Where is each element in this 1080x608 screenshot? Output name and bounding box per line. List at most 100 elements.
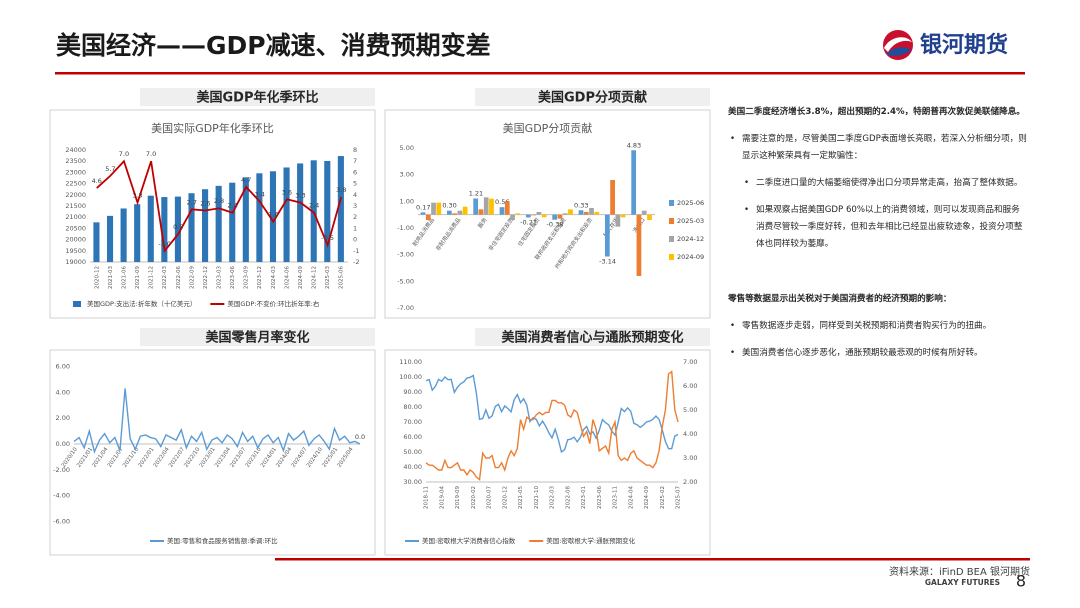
y2-tick-label: 4 [353,191,357,199]
x-tick-label: 2020-07 [487,486,493,509]
data-label: -0.38 [547,221,564,229]
x-tick-label: 2022-06 [176,266,182,289]
y-tick-label: 80.00 [403,403,422,411]
y-tick-label: 23500 [65,157,86,165]
chart-title: 美国实际GDP年化季环比 [151,121,274,135]
x-tick-label: 2023-01 [581,486,587,509]
bullet: 美国消费者信心逐步恶化，通胀预期较最悲观的时候有所好转。 [728,345,1028,362]
bullet: 零售数据逐步走弱，同样受到关税预期和消费者购买行为的扭曲。 [728,318,1028,335]
bar [489,198,494,215]
chart-frame [49,109,376,319]
y-tick-label: 23000 [65,168,86,176]
data-line [73,388,361,454]
x-tick-label: 2025-03 [325,266,331,289]
data-label: -1.0 [158,240,171,248]
data-label: 3.3 [295,192,305,200]
bar [647,214,652,220]
bar [425,214,431,220]
x-tick-label: 2022-03 [162,266,168,289]
bar [202,189,209,262]
legend-label: 美国:密歇根大学消费者信心指数 [422,536,516,545]
legend-label: 美国:密歇根大学:通胀预期变化 [546,536,635,545]
chart-frame [49,349,376,556]
bullet: 需要注意的是，尽管美国二季度GDP表面增长亮眼，若深入分析细分项，则显示这种繁荣… [728,131,1028,165]
bar [93,222,100,262]
bar [269,171,277,262]
panel-heading: 美国GDP分项贡献 [538,90,647,106]
y2-tick-label: 7 [353,157,357,165]
bar [594,212,600,215]
bar [297,163,304,262]
legend-label: 美国GDP:支出法:折年数（十亿美元） [87,299,196,308]
data-label: 3.3 [132,192,142,200]
y-tick-label: 19000 [65,258,86,266]
bar [610,180,615,215]
y2-tick-label: 3.00 [683,454,697,462]
bar [562,213,568,215]
y-tick-label: 90.00 [403,388,422,396]
x-tick-label: 2022-08 [565,486,571,509]
data-line [96,159,343,253]
bar [541,214,547,218]
bar [473,198,479,215]
data-label: 0.5 [173,223,183,231]
y-tick-label: 4.00 [56,388,70,396]
y2-tick-label: 6 [353,168,357,176]
bar [525,214,531,218]
bar [457,210,463,215]
y-tick-label: 21500 [65,202,86,210]
panel-heading: 美国GDP年化季环比 [197,90,319,106]
legend-label: 2024-12 [677,235,704,243]
logo-text: 银河期货 [920,32,1008,58]
x-tick-label: 2021-12 [149,266,155,289]
y-tick-label: 60.00 [403,433,422,441]
data-label: 2.7 [187,198,197,206]
chart-frame [384,349,711,556]
y2-tick-label: -2 [353,258,359,266]
data-label: 0.0 [355,433,365,441]
bar [552,214,558,220]
bar [174,196,181,262]
footer-rule [275,558,1030,561]
x-tick-label: 2022-03 [550,486,556,509]
y-tick-label: 5.00 [400,144,414,152]
data-label: 2.4 [309,202,319,210]
data-label: 3.8 [336,186,346,194]
x-tick-label: 2024-12 [312,266,318,289]
y-tick-label: -5.00 [397,277,414,285]
legend-swatch [669,218,674,224]
y-tick-label: 70.00 [403,418,422,426]
y2-tick-label: -1 [353,247,359,255]
bar [462,206,468,215]
bar [337,156,344,262]
bar [256,173,263,262]
data-label: 0.17 [416,203,430,211]
y-tick-label: 22500 [65,180,86,188]
x-tick-label: 2023-03 [217,266,223,289]
bar [229,182,236,262]
data-label: 5.7 [105,165,115,173]
data-label: 4.6 [92,177,102,185]
y2-tick-label: 5.00 [683,406,697,414]
x-tick-label: 2024-09 [298,266,304,289]
y-tick-label: 3.00 [400,171,414,179]
bar [641,210,647,215]
bar [483,197,489,215]
bar [310,160,317,262]
x-tick-label: 2023-12 [257,266,263,289]
data-label: 4.83 [627,141,641,149]
x-tick-label: 2020-02 [471,486,477,509]
bar [583,212,589,215]
legend-label: 2025-03 [677,217,704,225]
x-tick-label: 2023-09 [244,266,250,289]
bar [420,212,426,215]
x-tick-label: 2021-09 [135,266,141,289]
panel-heading-band [475,88,710,106]
x-tick-label: 2025-06 [339,266,345,289]
y-tick-label: -3.00 [397,251,414,259]
bar [631,150,637,215]
x-tick-label: 2019-04 [439,486,445,509]
x-tick-label: 2023-06 [230,266,236,289]
x-tick-label: 2023-06 [597,486,603,509]
